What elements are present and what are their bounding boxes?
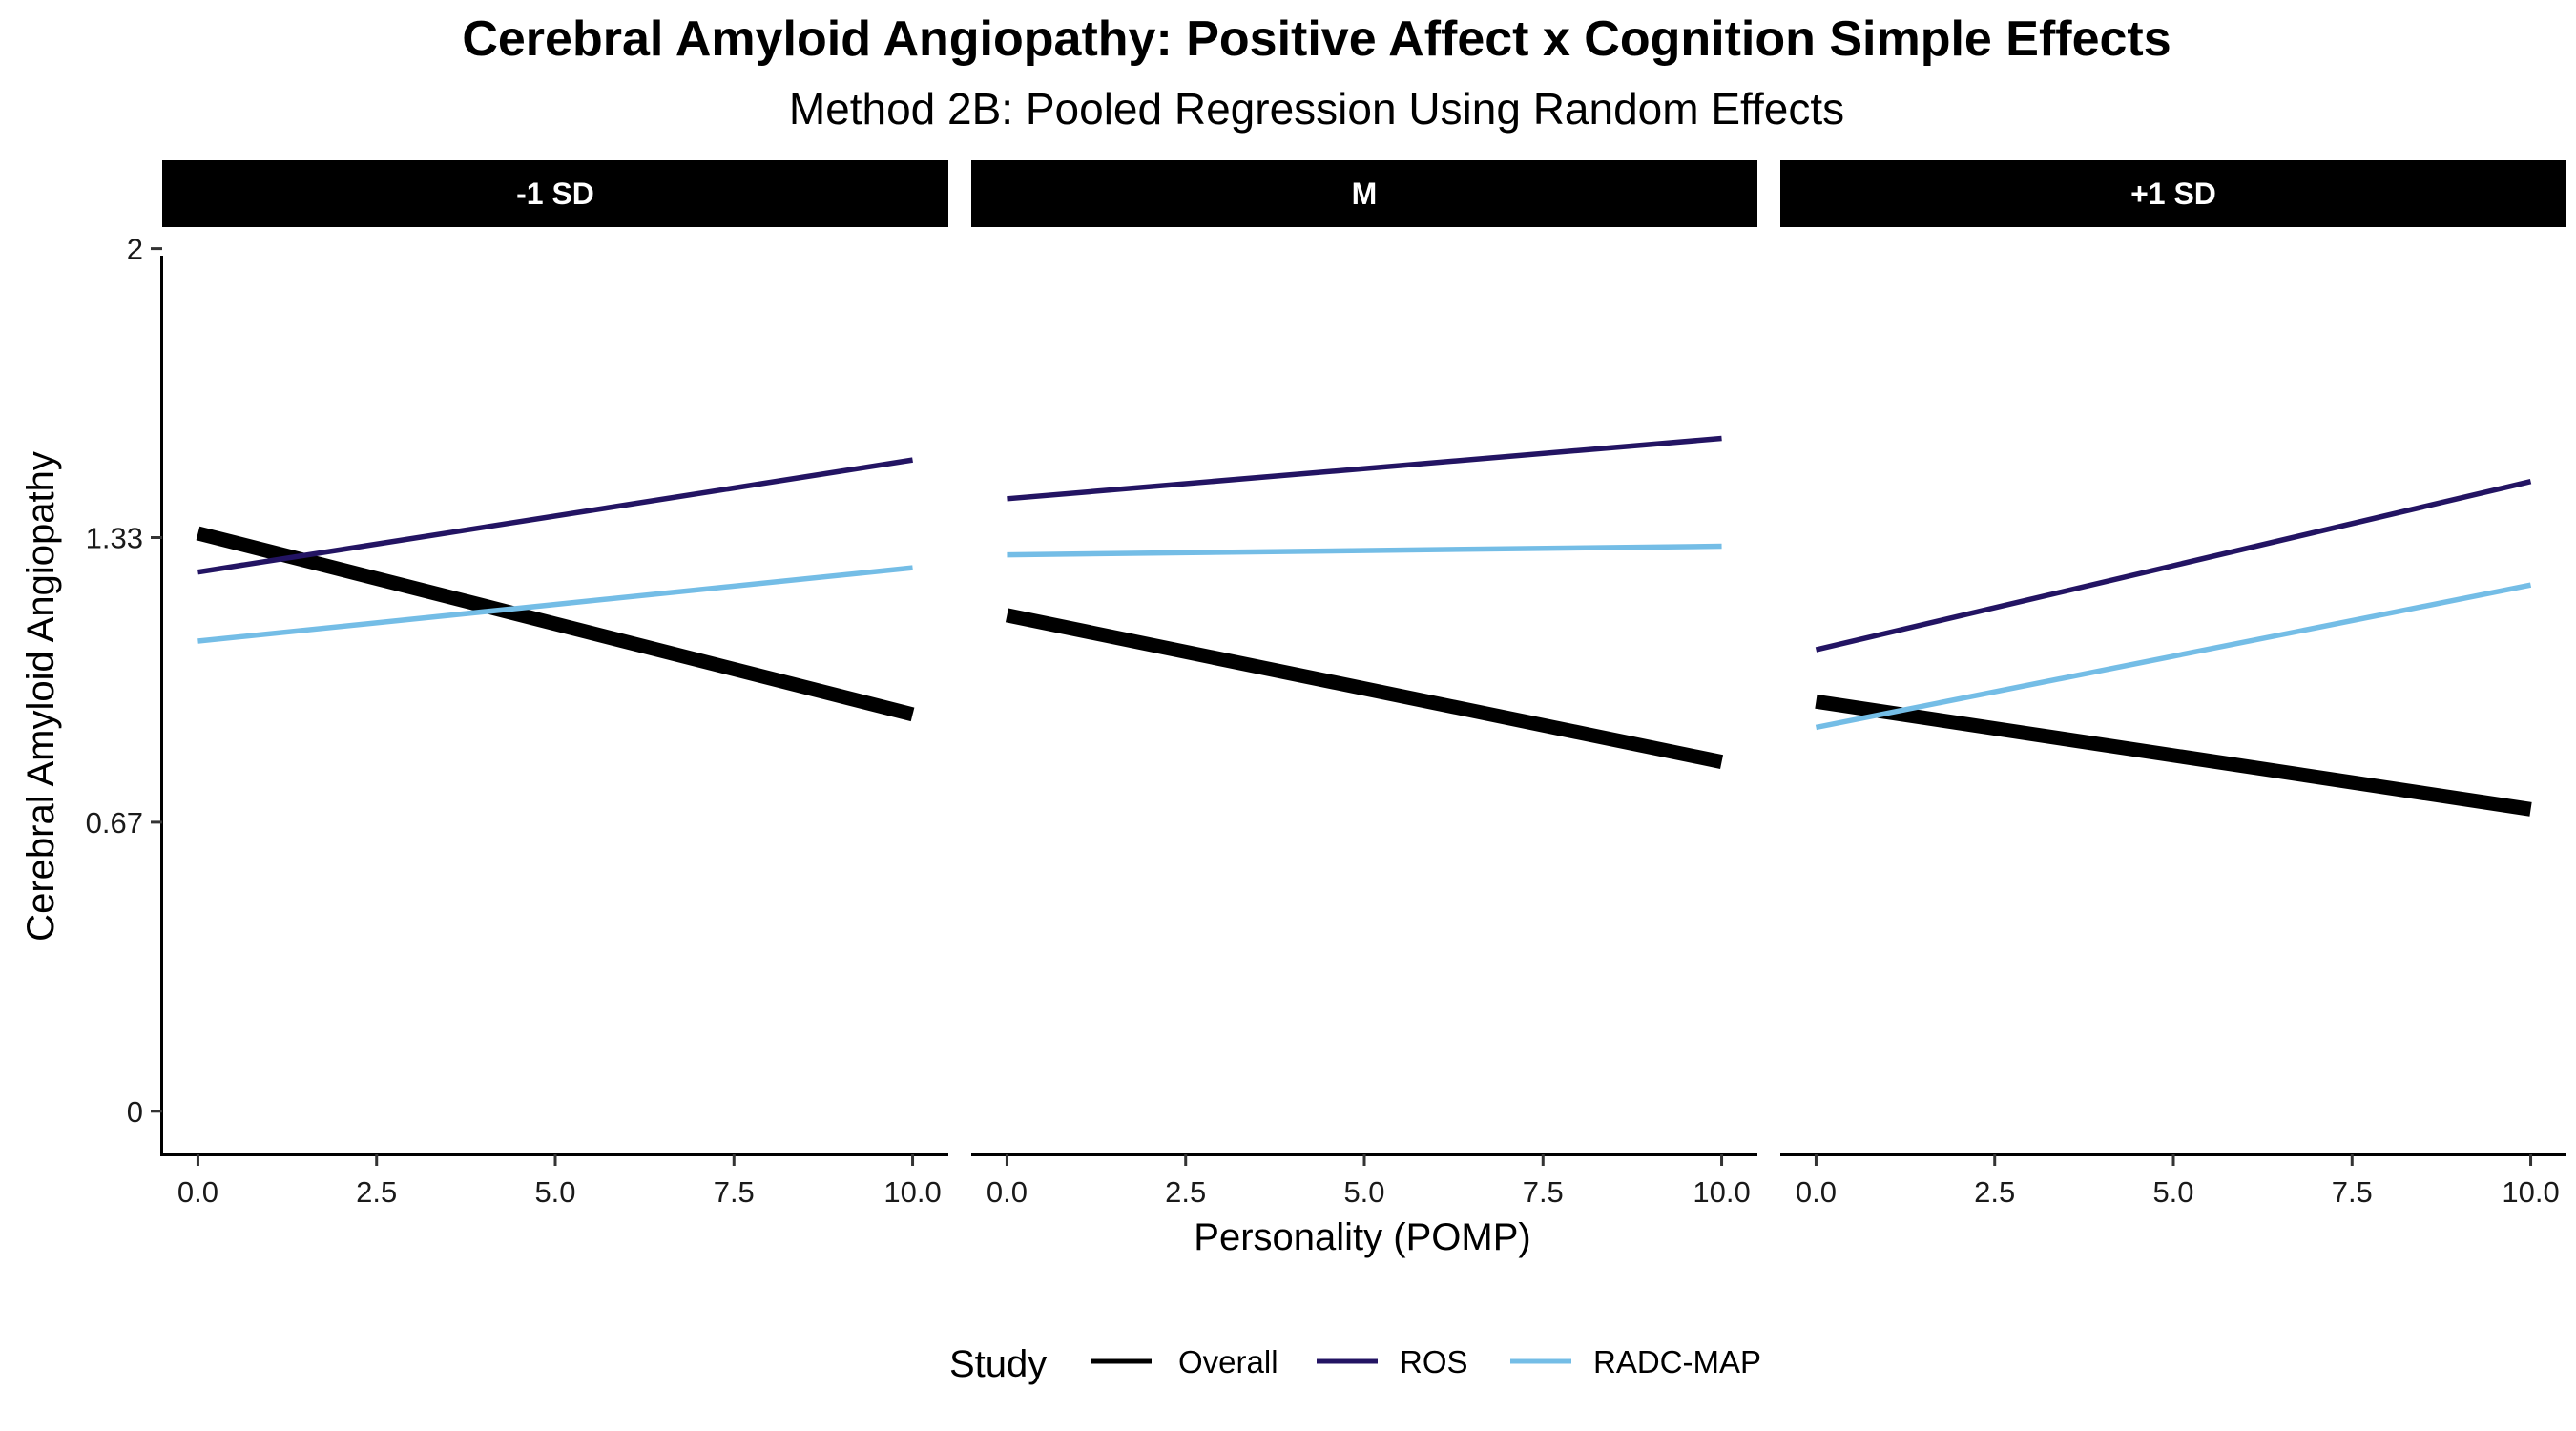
- x-tick-label: 0.0: [177, 1175, 218, 1209]
- series-line-radc-map: [1007, 543, 1722, 558]
- facet-strip-label: +1 SD: [2130, 176, 2216, 211]
- x-tick-label: 2.5: [356, 1175, 397, 1209]
- series-line-overall: [1815, 694, 2532, 817]
- x-axis-title: Personality (POMP): [1194, 1216, 1530, 1258]
- x-tick-label: 10.0: [2502, 1175, 2559, 1209]
- x-tick-label: 5.0: [2152, 1175, 2193, 1209]
- facet-strip-label: M: [1352, 176, 1378, 211]
- y-axis-title: Cerebral Amyloid Angiopathy: [20, 451, 62, 942]
- facet-panel-1: -1 SD 0.0 2.5 5.0 7.5 10.0: [162, 160, 948, 1209]
- facet-strip: [162, 160, 948, 227]
- facet-strip: [971, 160, 1757, 227]
- facet-panel-3: +1 SD 0.0 2.5 5.0 7.5 10.0: [1780, 160, 2566, 1209]
- y-tick-label: 1.33: [86, 522, 143, 555]
- legend: Study Overall ROS RADC-MAP: [949, 1343, 1761, 1385]
- series-line-overall: [1005, 608, 1724, 769]
- series-line-ros: [1815, 479, 2532, 653]
- series-line-radc-map: [197, 565, 913, 644]
- x-tick-label: 7.5: [2332, 1175, 2373, 1209]
- y-tick-label: 2: [127, 233, 143, 266]
- x-tick-label: 5.0: [534, 1175, 575, 1209]
- chart-subtitle: Method 2B: Pooled Regression Using Rando…: [789, 84, 1844, 134]
- x-tick-label: 10.0: [883, 1175, 941, 1209]
- x-tick-label: 0.0: [1796, 1175, 1837, 1209]
- y-tick-label: 0: [127, 1095, 143, 1129]
- x-tick-label: 7.5: [714, 1175, 755, 1209]
- facet-strip-label: -1 SD: [516, 176, 594, 211]
- legend-label-overall: Overall: [1178, 1344, 1278, 1379]
- x-tick-label: 0.0: [987, 1175, 1028, 1209]
- x-tick-label: 10.0: [1693, 1175, 1750, 1209]
- legend-title: Study: [949, 1343, 1047, 1385]
- x-tick-label: 5.0: [1343, 1175, 1384, 1209]
- facet-strip: [1780, 160, 2566, 227]
- y-tick-label: 0.67: [86, 806, 143, 840]
- facet-panels: -1 SD0.0 2.5 5.0 7.5 10.0M0.0 2.5 5.0 7.5 10.0+1…: [162, 160, 2566, 1209]
- x-tick-label: 2.5: [1165, 1175, 1206, 1209]
- series-line-overall: [196, 526, 915, 722]
- legend-label-ros: ROS: [1400, 1344, 1468, 1379]
- series-line-ros: [1007, 435, 1722, 502]
- series-line-ros: [197, 457, 913, 575]
- x-tick-label: 2.5: [1974, 1175, 2015, 1209]
- y-axis: 0 0.67 1.33 2: [86, 233, 163, 1156]
- series-line-radc-map: [1815, 582, 2532, 731]
- legend-label-radc-map: RADC-MAP: [1593, 1344, 1761, 1379]
- x-tick-label: 7.5: [1523, 1175, 1564, 1209]
- chart-title: Cerebral Amyloid Angiopathy: Positive Af…: [462, 11, 2171, 67]
- facet-panel-2: M 0.0 2.5 5.0 7.5 10.0: [971, 160, 1757, 1209]
